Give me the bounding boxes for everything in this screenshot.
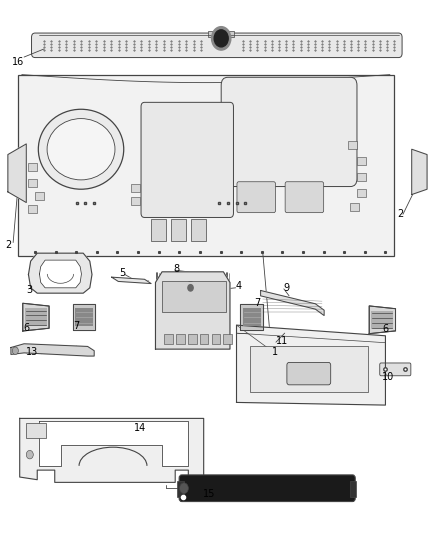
FancyBboxPatch shape: [179, 475, 355, 502]
Circle shape: [180, 483, 188, 494]
FancyBboxPatch shape: [237, 182, 276, 213]
Circle shape: [214, 30, 228, 47]
Text: 14: 14: [134, 423, 146, 433]
Bar: [350, 481, 356, 497]
Bar: [348, 141, 357, 149]
Ellipse shape: [47, 118, 115, 180]
Polygon shape: [73, 304, 95, 330]
Bar: [212, 334, 220, 344]
Polygon shape: [112, 277, 151, 284]
Polygon shape: [237, 325, 385, 405]
Circle shape: [188, 285, 193, 291]
Bar: [176, 334, 185, 344]
FancyBboxPatch shape: [380, 363, 411, 376]
Circle shape: [185, 281, 196, 294]
Bar: [350, 203, 359, 211]
FancyBboxPatch shape: [32, 33, 402, 58]
Bar: [28, 163, 37, 171]
Text: 7: 7: [74, 321, 80, 331]
Bar: [357, 189, 366, 197]
Polygon shape: [240, 304, 263, 330]
Bar: [357, 173, 366, 181]
Polygon shape: [11, 344, 94, 356]
Text: 10: 10: [382, 372, 394, 382]
Bar: [191, 219, 206, 241]
Polygon shape: [39, 260, 81, 288]
Text: 7: 7: [254, 298, 260, 308]
Text: 4: 4: [236, 281, 242, 291]
Bar: [28, 179, 37, 187]
FancyBboxPatch shape: [287, 362, 331, 385]
Text: 6: 6: [382, 324, 389, 334]
FancyBboxPatch shape: [141, 102, 233, 217]
FancyBboxPatch shape: [285, 182, 324, 213]
Text: 9: 9: [284, 283, 290, 293]
Bar: [18, 75, 394, 256]
Bar: [131, 197, 140, 205]
Bar: [200, 334, 208, 344]
Bar: [164, 334, 173, 344]
Polygon shape: [261, 290, 324, 316]
Bar: [188, 334, 197, 344]
Text: 11: 11: [276, 336, 288, 346]
Polygon shape: [369, 306, 396, 334]
Bar: [131, 184, 140, 192]
Bar: [250, 346, 368, 392]
Bar: [162, 281, 226, 312]
Text: 3: 3: [26, 285, 32, 295]
Bar: [371, 311, 393, 329]
Circle shape: [212, 27, 231, 50]
Polygon shape: [8, 144, 26, 203]
Polygon shape: [23, 303, 49, 331]
Bar: [357, 157, 366, 165]
Bar: [171, 219, 186, 241]
Polygon shape: [39, 421, 188, 466]
Bar: [177, 481, 184, 497]
Text: 5: 5: [119, 269, 125, 278]
FancyBboxPatch shape: [221, 77, 357, 187]
Text: 1: 1: [272, 347, 278, 357]
Text: 16: 16: [12, 57, 25, 67]
Text: 6: 6: [23, 323, 29, 333]
Bar: [75, 308, 93, 326]
Bar: [182, 277, 206, 301]
Polygon shape: [155, 272, 230, 349]
Circle shape: [26, 450, 33, 459]
Bar: [208, 31, 234, 37]
Bar: [223, 334, 232, 344]
Text: 8: 8: [173, 264, 179, 274]
Bar: [243, 308, 261, 326]
Bar: [179, 281, 183, 297]
Polygon shape: [20, 418, 204, 482]
Text: 2: 2: [5, 240, 11, 250]
Text: 2: 2: [398, 209, 404, 219]
Bar: [35, 192, 44, 200]
Bar: [151, 219, 166, 241]
Text: 15: 15: [203, 489, 215, 498]
Bar: [28, 205, 37, 213]
Bar: [25, 308, 47, 326]
Polygon shape: [412, 149, 427, 195]
Ellipse shape: [39, 109, 124, 189]
Text: 13: 13: [26, 347, 39, 357]
Bar: [26, 423, 46, 438]
Polygon shape: [28, 253, 92, 293]
Circle shape: [12, 347, 18, 354]
Bar: [205, 281, 209, 297]
